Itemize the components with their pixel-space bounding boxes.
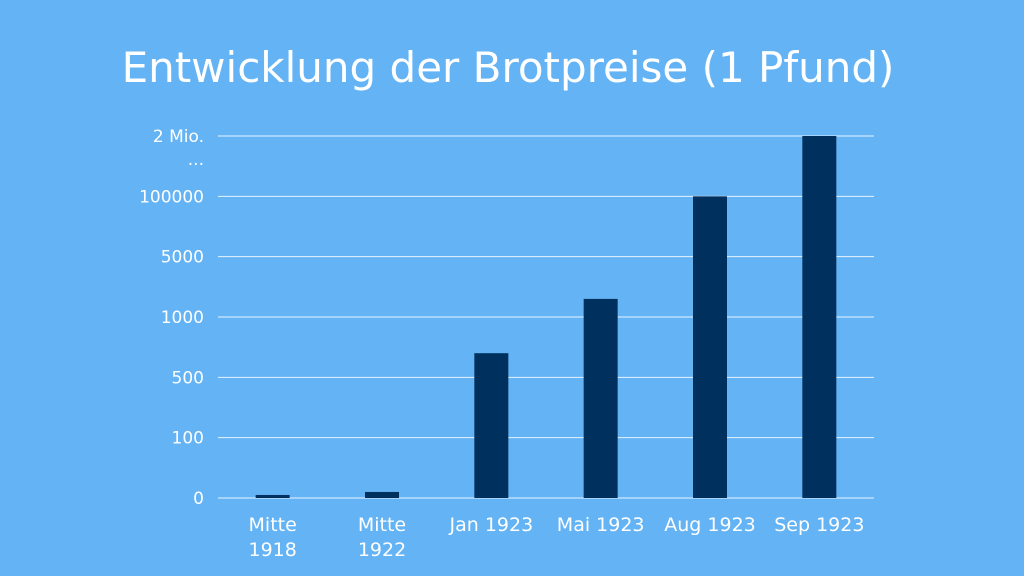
y-tick-label: 2 Mio.... — [153, 127, 204, 170]
y-tick-label: 500 — [172, 368, 204, 388]
x-tick-label: Mitte 1922 — [358, 514, 406, 561]
x-tick-label: Mitte 1918 — [248, 514, 296, 561]
chart-title: Entwicklung der Brotpreise (1 Pfund) — [122, 43, 895, 92]
bar — [583, 298, 618, 498]
x-tick-label: Sep 1923 — [774, 514, 864, 536]
x-tick-label: Mai 1923 — [557, 514, 645, 536]
x-tick-label: Jan 1923 — [448, 514, 533, 536]
y-tick-label: 0 — [193, 489, 204, 509]
bar — [802, 136, 837, 498]
y-tick-label: 5000 — [161, 248, 204, 268]
y-tick-label: 100000 — [139, 187, 204, 207]
y-tick-label: 1000 — [161, 308, 204, 328]
bar — [365, 491, 399, 498]
y-tick-label: 100 — [172, 429, 204, 449]
bar — [693, 196, 727, 499]
x-tick-label: Aug 1923 — [664, 514, 756, 536]
bar — [255, 494, 290, 498]
bar — [474, 353, 509, 498]
